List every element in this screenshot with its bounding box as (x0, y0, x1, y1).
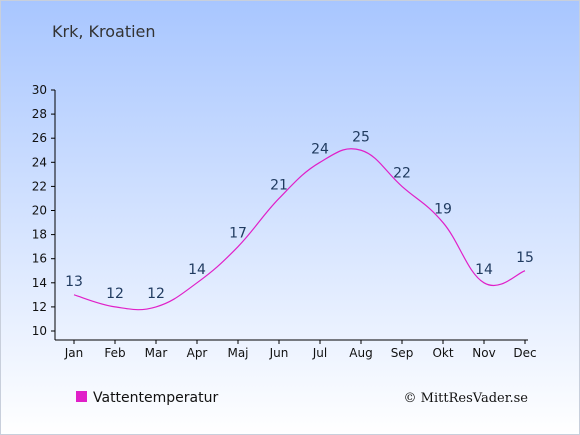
x-tick-label: Jun (269, 346, 289, 360)
data-label: 25 (352, 129, 370, 145)
data-label: 13 (65, 274, 83, 290)
x-tick-label: Maj (227, 346, 248, 360)
data-label: 12 (147, 286, 165, 302)
x-tick-label: Sep (391, 346, 414, 360)
data-label: 22 (393, 165, 411, 181)
chart-title: Krk, Kroatien (52, 22, 156, 41)
x-tick-label: Apr (187, 346, 208, 360)
data-label: 24 (311, 141, 329, 157)
data-label: 15 (516, 250, 534, 266)
y-tick-label: 18 (32, 228, 47, 242)
y-tick-label: 28 (32, 107, 47, 121)
y-tick-label: 22 (32, 179, 47, 193)
data-label: 12 (106, 286, 124, 302)
x-tick-label: Jul (312, 346, 327, 360)
data-label: 19 (434, 202, 452, 218)
x-tick-label: Mar (145, 346, 168, 360)
data-label: 14 (475, 262, 493, 278)
series-line-vattentemperatur (73, 148, 526, 311)
x-tick-label: Aug (349, 346, 372, 360)
y-tick-label: 20 (32, 204, 47, 218)
x-tick-label: Dec (513, 346, 536, 360)
data-label: 14 (188, 262, 206, 278)
y-tick-label: 30 (32, 83, 47, 97)
credit-text: © MittResVader.se (404, 391, 529, 406)
x-tick-label: Nov (472, 346, 495, 360)
data-labels: 13 12 12 14 17 21 24 25 22 19 14 15 (65, 129, 534, 302)
x-tick-label: Okt (432, 346, 453, 360)
x-tick-label: Jan (64, 346, 84, 360)
data-label: 21 (270, 177, 288, 193)
legend-label: Vattentemperatur (93, 390, 218, 406)
y-tick-label: 24 (32, 155, 47, 169)
y-tick-label: 16 (32, 252, 47, 266)
y-tick-label: 12 (32, 300, 47, 314)
y-tick-label: 26 (32, 131, 47, 145)
y-tick-label: 10 (32, 324, 47, 338)
series-group (73, 148, 526, 311)
legend-swatch (76, 391, 87, 402)
axes: 10 12 14 16 18 20 22 24 26 28 30 Jan Feb Mar Apr Maj Jun… (32, 83, 537, 360)
x-tick-label: Feb (104, 346, 125, 360)
y-tick-label: 14 (32, 276, 47, 290)
data-label: 17 (229, 226, 247, 242)
